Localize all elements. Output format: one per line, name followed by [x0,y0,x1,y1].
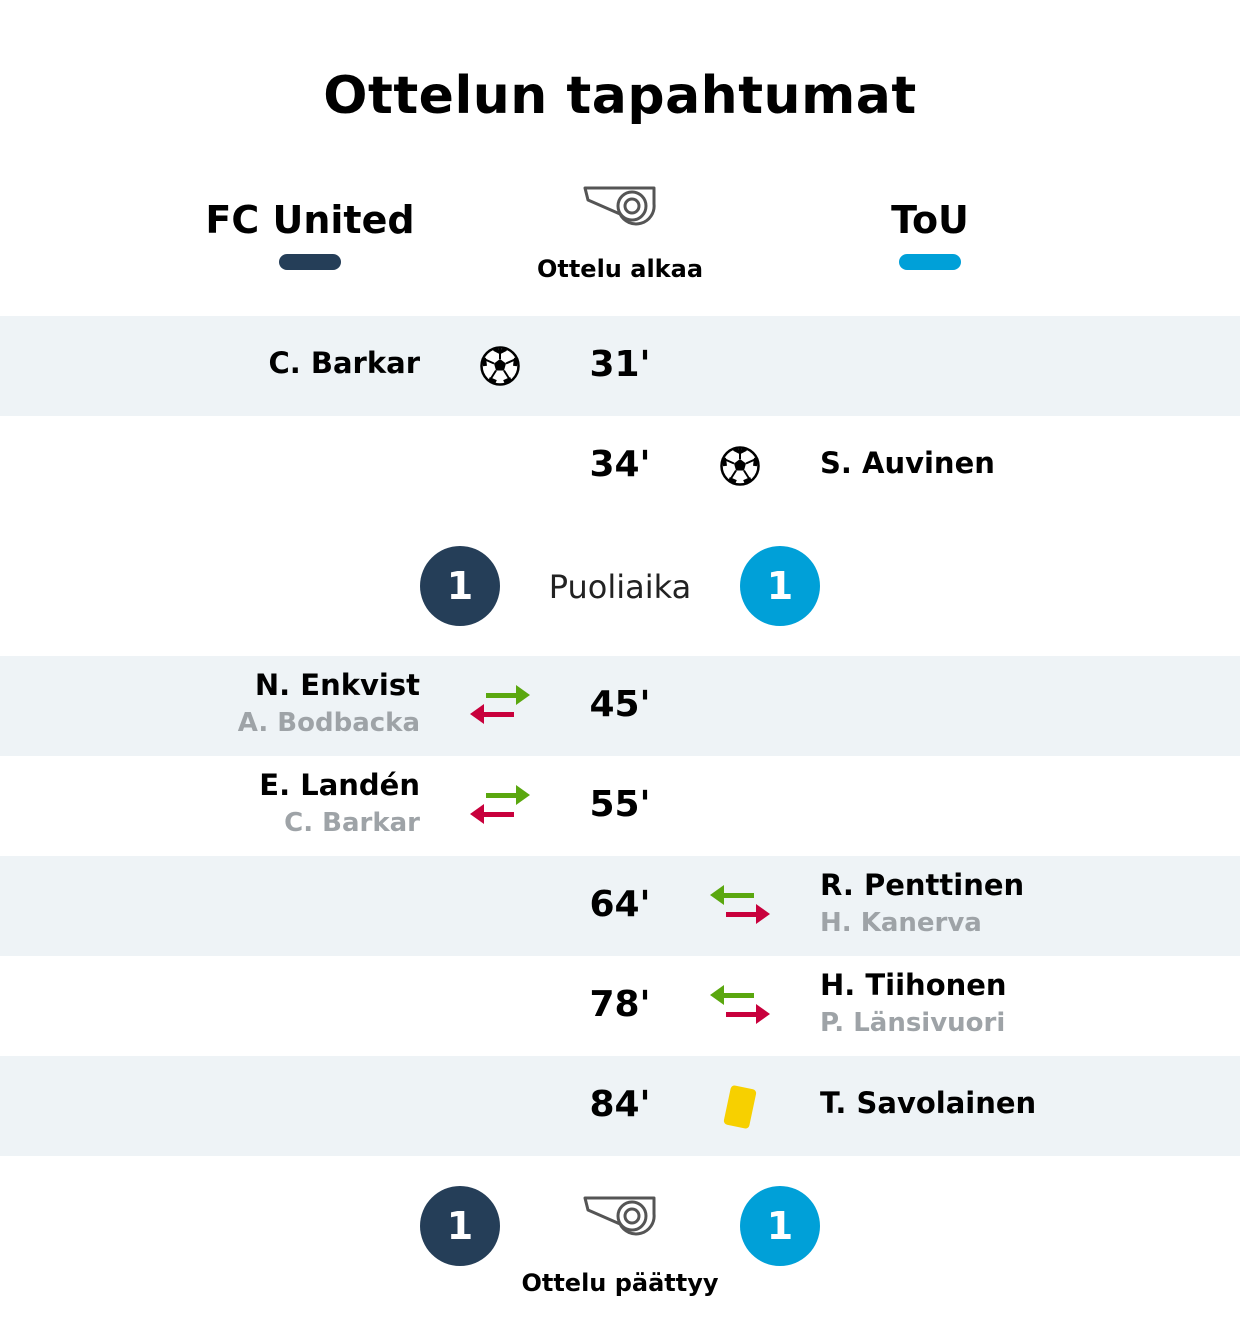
event-minute: 31' [589,344,651,385]
event-minute: 55' [589,784,651,825]
halftime-label: Puoliaika [548,568,692,606]
event-player: S. Auvinen [820,446,995,480]
event-minute: 64' [589,884,651,925]
event-row: E. Landén C. Barkar 55' [0,756,1240,856]
event-player-out: P. Länsivuori [820,1008,1006,1038]
event-row: C. Barkar 31' [0,316,1240,416]
match-end-label: Ottelu päättyy [521,1269,719,1297]
event-player-in: E. Landén [259,768,420,802]
yellow-card-icon [723,1085,757,1129]
goal-icon [720,446,760,486]
event-player-out: C. Barkar [284,808,420,838]
event-row: 34' S. Auvinen [0,416,1240,516]
event-row: 78' H. Tiihonen P. Länsivuori [0,956,1240,1056]
event-minute: 78' [589,984,651,1025]
event-minute: 45' [589,684,651,725]
home-team-name: FC United [205,198,415,242]
event-player-in: R. Penttinen [820,868,1025,902]
halftime-home-score: 1 [420,546,500,626]
whistle-icon [583,186,656,226]
away-team-color-bar [899,254,961,270]
fulltime-home-score: 1 [420,1186,500,1266]
substitution-icon [710,985,770,1024]
event-minute: 84' [589,1084,651,1125]
event-player: C. Barkar [268,346,420,380]
substitution-icon [710,885,770,924]
event-player-out: H. Kanerva [820,908,982,938]
event-row: 84' T. Savolainen [0,1056,1240,1156]
event-player-in: N. Enkvist [254,668,420,702]
substitution-icon [470,785,530,824]
event-player: T. Savolainen [820,1086,1037,1120]
match-start-label: Ottelu alkaa [536,255,704,283]
substitution-icon [470,685,530,724]
event-row: 64' R. Penttinen H. Kanerva [0,856,1240,956]
event-player-in: H. Tiihonen [820,968,1007,1002]
halftime-away-score: 1 [740,546,820,626]
goal-icon [480,346,520,386]
fulltime-away-score: 1 [740,1186,820,1266]
whistle-icon [583,1196,656,1236]
away-team-name: ToU [891,198,969,242]
event-minute: 34' [589,444,651,485]
page-title: Ottelun tapahtumat [323,66,917,126]
event-row: N. Enkvist A. Bodbacka 45' [0,656,1240,756]
event-player-out: A. Bodbacka [237,708,420,738]
home-team-color-bar [279,254,341,270]
